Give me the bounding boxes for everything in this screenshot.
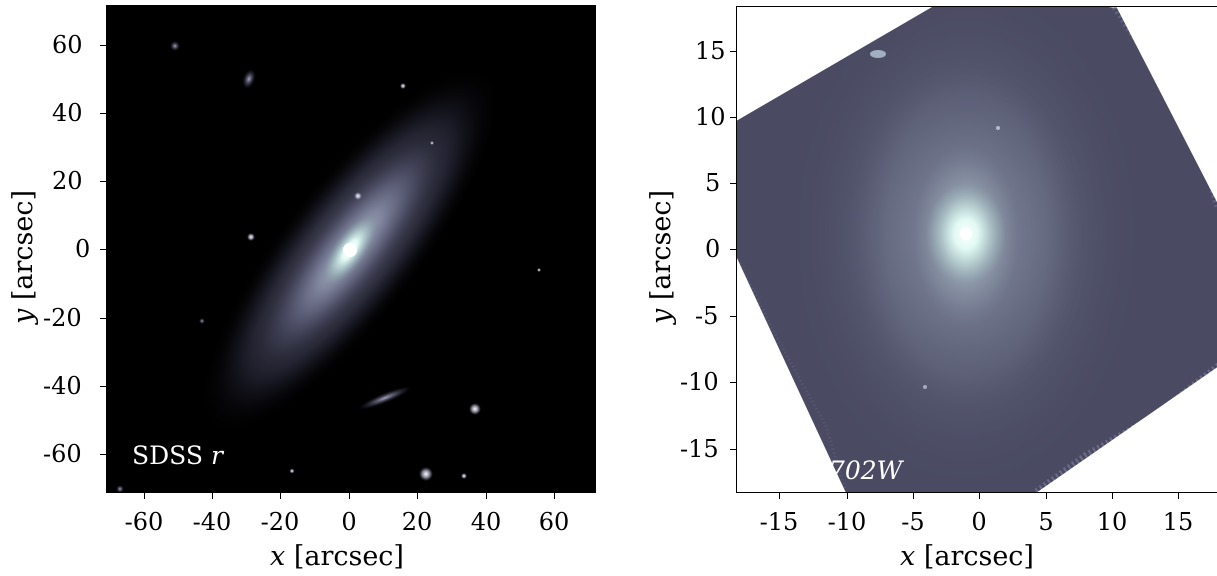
y-tick — [730, 382, 736, 383]
galaxy-nucleus — [343, 243, 357, 257]
sdss-panel: SDSS r 60 40 20 0 -20 -40 -60 -60 -40 -2… — [0, 0, 600, 576]
x-tick — [144, 493, 145, 499]
y-axis-label: y [arcsec] — [646, 190, 677, 324]
y-tick — [100, 249, 106, 250]
hst-panel: HST F702W 15 10 5 0 -5 -10 -15 -15 -10 -… — [610, 0, 1217, 576]
background-galaxy — [358, 386, 412, 410]
outside-footprint — [736, 256, 846, 493]
star — [537, 268, 541, 272]
x-tick-label: -20 — [260, 508, 300, 536]
x-tick — [280, 493, 281, 499]
y-tick — [730, 249, 736, 250]
x-tick — [554, 493, 555, 499]
sdss-filter-label: SDSS r — [132, 441, 223, 470]
x-axis-label: x [arcsec] — [270, 541, 404, 572]
y-tick-label: -60 — [43, 440, 82, 468]
y-tick-label: -15 — [680, 435, 719, 463]
star — [170, 41, 180, 51]
star — [116, 485, 124, 493]
galaxy-nucleus — [960, 228, 972, 240]
x-tick-label: 0 — [341, 508, 357, 536]
y-tick-label: -10 — [680, 368, 719, 396]
x-tick-label: 15 — [1162, 508, 1194, 536]
star — [430, 141, 434, 145]
compact-source — [996, 126, 1000, 130]
y-tick — [730, 183, 736, 184]
compact-source — [923, 385, 927, 389]
x-axis-label: x [arcsec] — [900, 541, 1034, 572]
x-tick — [979, 493, 980, 499]
outside-footprint — [1036, 367, 1217, 493]
x-tick-label: -40 — [192, 508, 232, 536]
x-tick-label: 20 — [401, 508, 433, 536]
x-tick — [1178, 493, 1179, 499]
x-tick-label: 40 — [470, 508, 502, 536]
star — [247, 233, 255, 241]
y-tick — [100, 181, 106, 182]
y-tick — [100, 454, 106, 455]
x-tick — [417, 493, 418, 499]
x-tick-label: -60 — [124, 508, 164, 536]
y-tick — [100, 45, 106, 46]
y-tick — [100, 113, 106, 114]
outside-footprint — [736, 6, 968, 121]
outside-footprint — [1116, 6, 1217, 203]
hst-filter-label: HST F702W — [748, 456, 903, 485]
star — [354, 192, 362, 200]
y-tick-label: 60 — [52, 31, 83, 59]
y-tick — [730, 51, 736, 52]
y-tick — [100, 386, 106, 387]
x-tick — [349, 493, 350, 499]
y-tick-label: -20 — [43, 304, 82, 332]
background-galaxy — [242, 69, 256, 89]
y-tick-label: 20 — [52, 167, 83, 195]
y-tick-label: 15 — [695, 37, 726, 65]
x-tick-label: -10 — [827, 508, 867, 536]
star — [469, 403, 481, 415]
x-tick-label: 5 — [1038, 508, 1054, 536]
y-tick-label: 10 — [695, 103, 726, 131]
y-tick — [730, 449, 736, 450]
y-tick-label: 0 — [705, 235, 721, 263]
y-tick-label: 5 — [705, 169, 721, 197]
sdss-galaxy-svg — [116, 41, 541, 493]
star — [419, 467, 433, 481]
y-tick — [730, 316, 736, 317]
y-tick — [100, 318, 106, 319]
y-axis-label: y [arcsec] — [8, 190, 39, 324]
y-tick-label: 40 — [52, 99, 83, 127]
x-tick-label: 10 — [1096, 508, 1128, 536]
x-tick — [913, 493, 914, 499]
star — [461, 473, 467, 479]
x-tick — [212, 493, 213, 499]
x-tick-label: 60 — [538, 508, 570, 536]
y-tick-label: -40 — [43, 372, 82, 400]
y-tick-label: 0 — [75, 235, 91, 263]
detector-noise-edge — [736, 255, 848, 493]
hst-f702w-image: HST F702W — [736, 6, 1217, 493]
sdss-r-image: SDSS r — [106, 5, 596, 493]
x-tick — [1046, 493, 1047, 499]
x-tick-label: -15 — [759, 508, 799, 536]
y-tick — [730, 117, 736, 118]
star — [289, 468, 295, 474]
x-tick — [847, 493, 848, 499]
star — [400, 83, 406, 89]
compact-source — [870, 50, 886, 58]
hst-galaxy-svg — [736, 6, 1217, 493]
x-tick — [1112, 493, 1113, 499]
x-tick — [486, 493, 487, 499]
x-tick-label: -5 — [901, 508, 925, 536]
star — [199, 318, 205, 324]
x-tick-label: 0 — [971, 508, 987, 536]
x-tick — [779, 493, 780, 499]
y-tick-label: -5 — [695, 302, 719, 330]
